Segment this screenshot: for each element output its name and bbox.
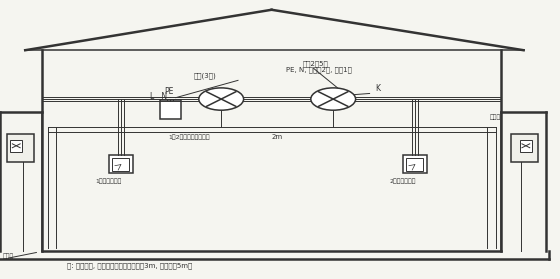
Text: 2m: 2m [272,134,283,140]
Text: 出入口: 出入口 [490,114,501,120]
Bar [403,155,427,173]
Text: 2单联双控开关: 2单联双控开关 [389,178,416,184]
Bar [109,155,133,173]
Text: 穿线2根5线: 穿线2根5线 [302,61,328,67]
Text: 1单联双控开关: 1单联双控开关 [95,178,122,184]
Circle shape [199,88,244,110]
Text: L   N: L N [150,92,167,101]
Text: K: K [375,84,380,93]
Bar [406,158,423,171]
Text: 穿线(3根): 穿线(3根) [193,73,216,79]
Bar [112,158,129,171]
Text: 1根2米相互连接的线缆: 1根2米相互连接的线缆 [168,134,209,140]
Text: 注: 单一回路, 相邻控制双联开关间距离3m, 各控距离5m。: 注: 单一回路, 相邻控制双联开关间距离3m, 各控距离5m。 [67,263,193,270]
Bar [511,134,538,162]
Circle shape [311,88,356,110]
Bar [10,140,22,152]
Text: PE: PE [164,87,174,96]
Bar [160,100,181,119]
Text: PE, N, 相线细2根, 火线1根: PE, N, 相线细2根, 火线1根 [286,66,352,73]
Text: 出入口: 出入口 [3,254,14,259]
Bar [7,134,34,162]
Bar [520,140,532,152]
